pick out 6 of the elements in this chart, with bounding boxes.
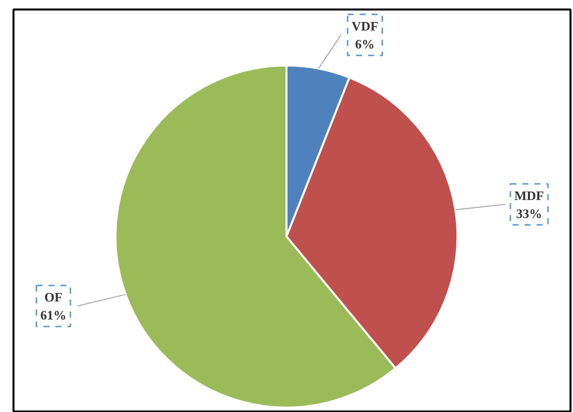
data-label: 6% <box>355 36 375 52</box>
slice-label: VDF <box>352 18 378 34</box>
data-label: 61% <box>40 308 66 323</box>
slice-label: MDF <box>514 188 544 203</box>
slice-label: OF <box>44 290 63 305</box>
data-label: 33% <box>516 206 542 221</box>
